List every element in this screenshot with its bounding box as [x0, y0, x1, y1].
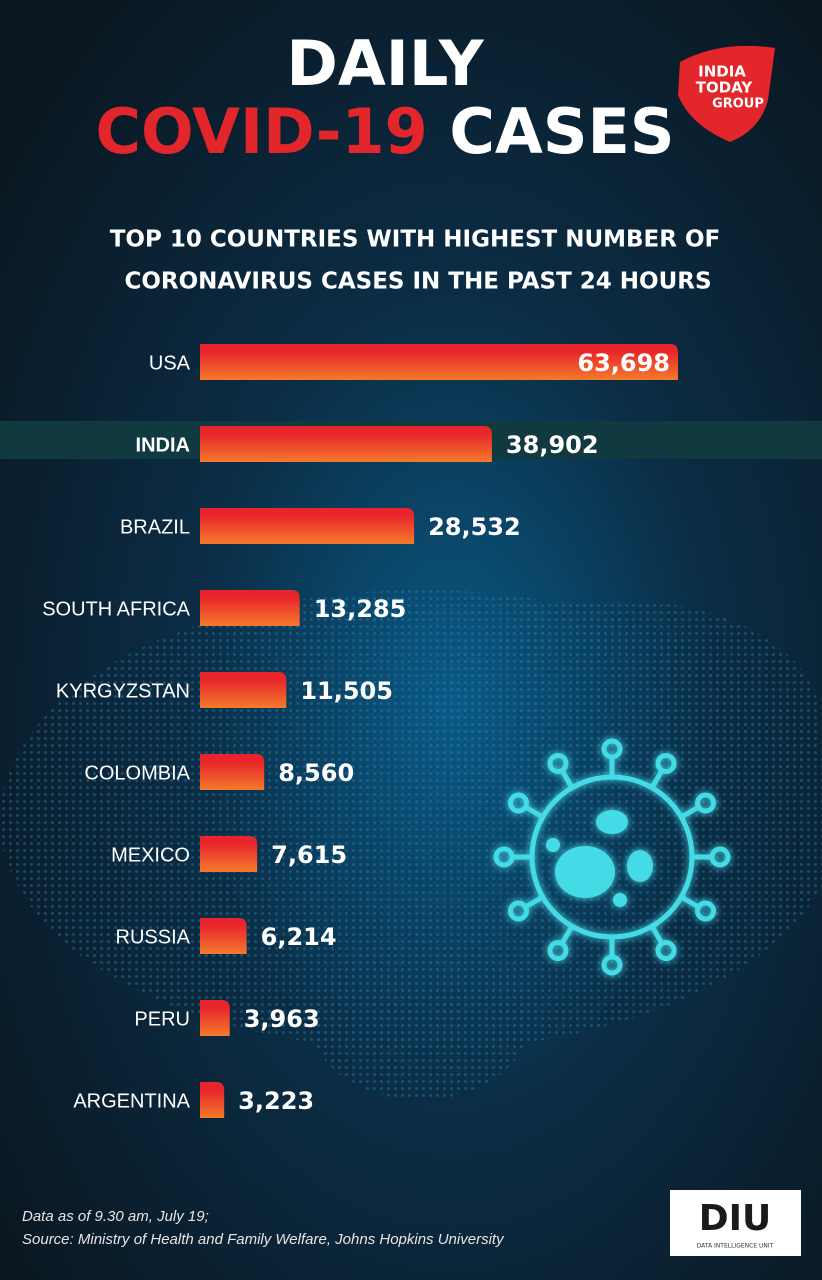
logo-text: INDIA [698, 63, 746, 81]
subtitle: CORONAVIRUS CASES IN THE PAST 24 HOURS [124, 269, 711, 295]
bar [200, 918, 247, 954]
bar [200, 672, 287, 708]
value-label: 38,902 [506, 431, 599, 459]
virus-spike [559, 925, 575, 945]
value-label: 3,963 [244, 1005, 320, 1033]
logo: INDIA TODAY GROUP [678, 45, 775, 142]
footnote: Data as of 9.30 am, July 19; [22, 1208, 209, 1225]
virus-spike [649, 925, 665, 945]
bar [200, 1000, 230, 1036]
virus-spike [680, 804, 700, 820]
footnote: Source: Ministry of Health and Family We… [22, 1231, 505, 1248]
virus-spike-head [507, 792, 529, 814]
title: COVID-19 CASES [96, 95, 675, 168]
title-part: COVID-19 [96, 95, 428, 168]
bar [200, 754, 265, 790]
value-label: 11,505 [300, 677, 393, 705]
value-label: 6,214 [261, 923, 337, 951]
bar [200, 426, 492, 462]
value-label: 63,698 [577, 349, 670, 377]
virus-spike-head [507, 900, 529, 922]
value-label: 13,285 [314, 595, 407, 623]
virus-spike-head [655, 752, 677, 774]
virus-spike-head [493, 846, 515, 868]
logo-text: TODAY [696, 79, 754, 97]
logo-text: GROUP [712, 97, 764, 112]
virus-spike-head [601, 954, 623, 976]
category-label: ARGENTINA [73, 1090, 190, 1112]
bar [200, 344, 678, 380]
category-label: USA [149, 352, 191, 374]
category-label: SOUTH AFRICA [42, 598, 190, 620]
virus-icon [493, 738, 731, 976]
value-label: 3,223 [238, 1087, 314, 1115]
category-label: RUSSIA [116, 926, 191, 948]
value-label: 7,615 [271, 841, 347, 869]
category-label: PERU [134, 1008, 190, 1030]
category-label: BRAZIL [120, 516, 190, 538]
virus-spike-head [655, 940, 677, 962]
value-label: 28,532 [428, 513, 521, 541]
badge-mark: DIU [699, 1198, 772, 1239]
category-label: MEXICO [111, 844, 190, 866]
virus-spike [524, 804, 544, 820]
category-label: INDIA [136, 434, 190, 456]
value-label: 8,560 [278, 759, 354, 787]
virus-spike-head [547, 940, 569, 962]
virus-spike [649, 769, 665, 789]
bar [200, 1082, 225, 1118]
badge-caption: DATA INTELLIGENCE UNIT [697, 1243, 774, 1250]
virus-spike [524, 894, 544, 910]
virus-spike [559, 769, 575, 789]
virus-spike-head [709, 846, 731, 868]
virus-spike-head [547, 752, 569, 774]
virus-spike-head [695, 900, 717, 922]
virus-spike-head [601, 738, 623, 760]
title-part: CASES [449, 95, 674, 168]
subtitle: TOP 10 COUNTRIES WITH HIGHEST NUMBER OF [110, 227, 721, 253]
category-label: COLOMBIA [84, 762, 190, 784]
virus-spike [680, 894, 700, 910]
bar [200, 508, 415, 544]
bar [200, 836, 258, 872]
virus-spike-head [695, 792, 717, 814]
title: DAILY [286, 27, 484, 100]
category-label: KYRGYZSTAN [56, 680, 190, 702]
badge: DIU DATA INTELLIGENCE UNIT [670, 1190, 801, 1256]
bar [200, 590, 300, 626]
